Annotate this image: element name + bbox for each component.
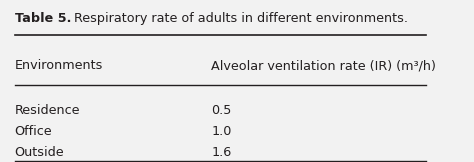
Text: 0.5: 0.5 — [211, 104, 232, 116]
Text: 1.0: 1.0 — [211, 125, 232, 138]
Text: 1.6: 1.6 — [211, 146, 232, 159]
Text: Environments: Environments — [15, 59, 103, 72]
Text: Respiratory rate of adults in different environments.: Respiratory rate of adults in different … — [66, 12, 408, 25]
Text: Outside: Outside — [15, 146, 64, 159]
Text: Table 5.: Table 5. — [15, 12, 71, 25]
Text: Residence: Residence — [15, 104, 80, 116]
Text: Alveolar ventilation rate (IR) (m³/h): Alveolar ventilation rate (IR) (m³/h) — [211, 59, 436, 72]
Text: Office: Office — [15, 125, 52, 138]
